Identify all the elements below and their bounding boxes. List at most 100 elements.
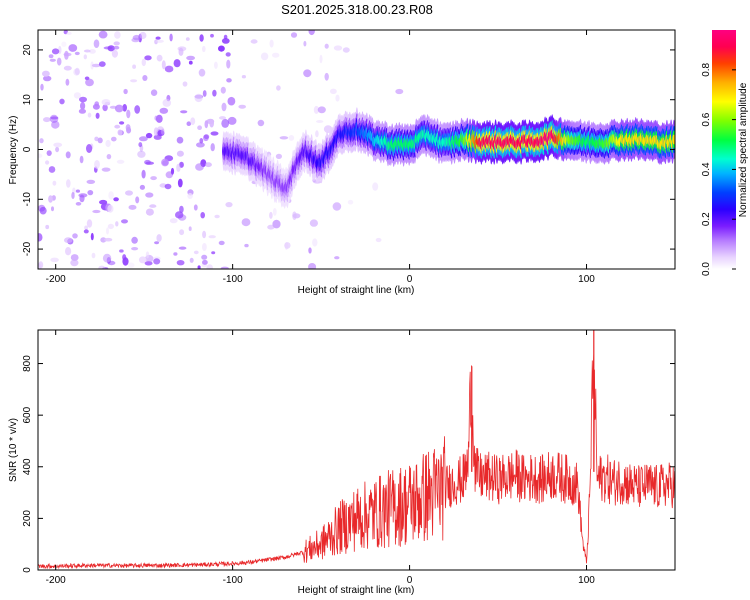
- heatmap-noise-cell: [73, 92, 81, 99]
- heatmap-noise-cell: [107, 260, 116, 266]
- heatmap-noise-cell: [324, 43, 329, 49]
- heatmap-noise-cell: [50, 116, 59, 120]
- heatmap-noise-cell: [284, 242, 291, 249]
- heatmap-noise-cell: [79, 155, 84, 164]
- heatmap-noise-cell: [189, 257, 194, 263]
- heatmap-noise-cell: [130, 79, 138, 83]
- heatmap-noise-cell: [115, 221, 119, 227]
- snr-x-tick-label: 0: [407, 575, 413, 586]
- heatmap-noise-cell: [59, 98, 65, 105]
- heatmap-noise-cell: [83, 229, 89, 234]
- heatmap-noise-cell: [330, 88, 337, 95]
- heatmap-noise-cell: [142, 75, 148, 81]
- snr-x-tick-label: -200: [46, 575, 66, 586]
- heatmap-noise-cell: [316, 120, 324, 123]
- heatmap-noise-cell: [51, 48, 60, 55]
- colorbar: 0.0 0.2 0.4 0.6 0.8 Normalized spectral ampl…: [701, 30, 749, 276]
- heatmap-noise-cell: [196, 142, 205, 148]
- heatmap-noise-cell: [98, 61, 106, 67]
- heatmap-noise-cell: [160, 128, 165, 135]
- heatmap-noise-cell: [272, 219, 281, 229]
- heatmap-noise-cell: [212, 89, 217, 97]
- heatmap-noise-cell: [269, 211, 273, 219]
- heatmap-noise-cell: [102, 253, 112, 263]
- heatmap-noise-cell: [250, 39, 258, 44]
- heatmap-noise-cell: [226, 59, 231, 69]
- heatmap-noise-cell: [206, 118, 215, 124]
- heatmap-noise-cell: [61, 41, 67, 47]
- heatmap-noise-cell: [288, 135, 295, 141]
- heatmap-noise-cell: [162, 98, 172, 107]
- heatmap-noise-cell: [92, 103, 100, 110]
- colorbar-tick-label: 0.4: [701, 162, 712, 176]
- heatmap-noise-cell: [372, 182, 379, 191]
- heatmap-noise-cell: [202, 45, 206, 53]
- heatmap-noise-cell: [93, 39, 100, 48]
- heatmap-noise-cell: [106, 227, 109, 235]
- heatmap-noise-cell: [317, 106, 326, 114]
- heatmap-noise-cell: [123, 88, 128, 95]
- heatmap-noise-cell: [197, 125, 203, 130]
- heatmap-noise-cell: [303, 40, 307, 47]
- heatmap-noise-cell: [56, 57, 62, 66]
- heatmap-noise-cell: [138, 256, 147, 264]
- heatmap-noise-cell: [63, 65, 72, 71]
- heatmap-noise-cell: [106, 154, 112, 160]
- heatmap-noise-cell: [65, 78, 70, 86]
- heatmap-y-tick-label: 20: [22, 44, 33, 56]
- heatmap-noise-cell: [395, 88, 404, 95]
- heatmap-noise-cell: [335, 94, 340, 102]
- heatmap-noise-cell: [92, 209, 101, 214]
- heatmap-noise-cell: [132, 34, 141, 41]
- chart-title: S201.2025.318.00.23.R08: [281, 2, 433, 17]
- heatmap-noise-cell: [210, 131, 219, 136]
- heatmap-noise-cell: [94, 160, 100, 169]
- heatmap-noise-cell: [75, 189, 80, 193]
- heatmap-noise-cell: [66, 179, 71, 188]
- heatmap-noise-cell: [155, 114, 163, 123]
- snr-frame: [37, 329, 676, 571]
- heatmap-noise-cell: [220, 266, 229, 269]
- heatmap-noise-cell: [113, 45, 120, 50]
- colorbar-tick-label: 0.6: [701, 112, 712, 126]
- heatmap-noise-cell: [238, 104, 246, 109]
- heatmap-noise-cell: [214, 61, 218, 69]
- heatmap-noise-cell: [100, 237, 107, 243]
- heatmap-y-axis-label: Frequency (Hz): [8, 116, 19, 185]
- heatmap-noise-cell: [70, 254, 79, 261]
- heatmap-noise-cell: [139, 136, 148, 142]
- heatmap-noise-cell: [323, 125, 333, 133]
- heatmap-noise-cell: [180, 110, 188, 114]
- heatmap-noise-cell: [144, 55, 152, 61]
- heatmap-noise-cell: [211, 251, 216, 255]
- heatmap-noise-cell: [375, 237, 382, 243]
- heatmap-noise-cell: [178, 246, 187, 250]
- heatmap-noise-cell: [86, 219, 93, 228]
- heatmap-noise-cell: [138, 142, 143, 148]
- heatmap-noise-cell: [74, 67, 80, 75]
- heatmap-noise-cell: [101, 167, 111, 172]
- heatmap-noise-cell: [177, 178, 183, 188]
- heatmap-y-axis: -20 -10 0 10 20: [22, 44, 675, 256]
- heatmap-y-tick-label: -10: [22, 192, 33, 207]
- heatmap-noise-cell: [155, 36, 161, 40]
- heatmap-noise-cell: [137, 150, 146, 158]
- heatmap-noise-cell: [105, 139, 111, 148]
- colorbar-tick-label: 0.0: [701, 262, 712, 276]
- snr-y-axis: 0 200 400 600 800: [22, 355, 675, 573]
- heatmap-noise-cell: [145, 251, 150, 259]
- heatmap-noise-cell: [122, 257, 129, 266]
- heatmap-noise-cell: [126, 126, 132, 134]
- heatmap-noise-cell: [75, 202, 82, 206]
- heatmap-noise-cell: [208, 235, 216, 239]
- heatmap-noise-cell: [156, 234, 162, 242]
- heatmap-noise-cell: [141, 58, 146, 67]
- heatmap-noise-cell: [260, 52, 269, 61]
- heatmap-noise-cell: [46, 150, 52, 157]
- heatmap-noise-cell: [43, 117, 51, 123]
- heatmap-noise-cell: [199, 138, 204, 144]
- heatmap-noise-cell: [97, 137, 103, 144]
- colorbar-ticks: 0.0 0.2 0.4 0.6 0.8: [701, 62, 736, 276]
- heatmap-x-axis-label: Height of straight line (km): [298, 285, 415, 296]
